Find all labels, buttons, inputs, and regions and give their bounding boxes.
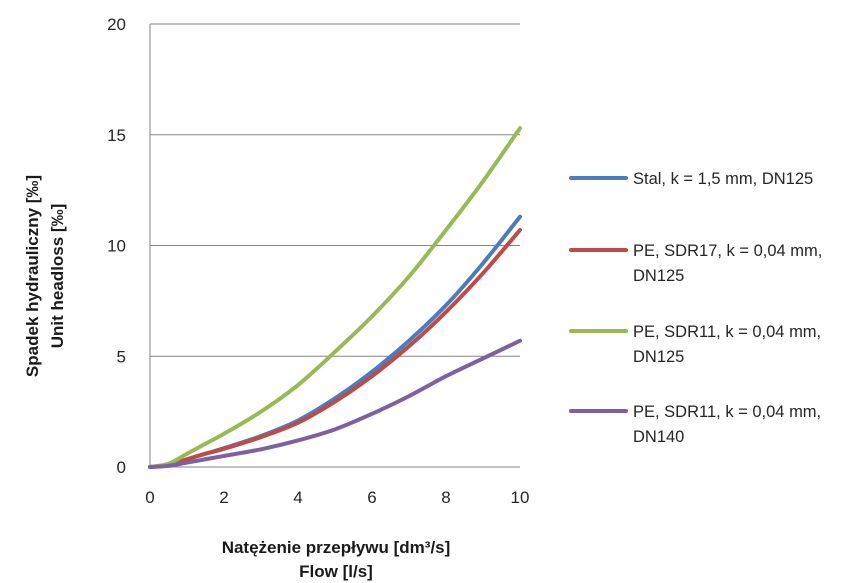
x-tick-label: 0	[145, 488, 154, 507]
x-tick-label: 10	[511, 488, 530, 507]
legend-item-4: PE, SDR11, k = 0,04 mm, DN140	[569, 403, 821, 446]
y-tick-labels: 0 5 10 15 20	[107, 15, 126, 477]
x-axis-title-line-1: Natężenie przepływu [dm³/s]	[222, 538, 451, 557]
legend-item-2: PE, SDR17, k = 0,04 mm, DN125	[569, 242, 822, 285]
series-line-4	[148, 338, 522, 469]
x-tick-label: 6	[367, 488, 376, 507]
legend: Stal, k = 1,5 mm, DN125 PE, SDR17, k = 0,…	[569, 170, 822, 446]
grid-lines	[150, 23, 520, 357]
legend-label: DN125	[633, 348, 684, 366]
x-tick-label: 4	[293, 488, 302, 507]
y-tick-label: 10	[107, 237, 126, 256]
legend-item-3: PE, SDR11, k = 0,04 mm, DN125	[569, 323, 821, 366]
x-tick-labels: 0 2 4 6 8 10	[145, 488, 529, 507]
legend-label: Stal, k = 1,5 mm, DN125	[633, 170, 813, 188]
y-tick-label: 15	[107, 126, 126, 145]
y-tick-label: 20	[107, 15, 126, 34]
legend-label: PE, SDR11, k = 0,04 mm,	[633, 403, 821, 421]
series-line-3	[148, 126, 522, 469]
x-axis-title-line-2: Flow [l/s]	[299, 562, 373, 581]
y-axis-title-line-1: Spadek hydrauliczny [‰]	[23, 175, 42, 377]
legend-label: PE, SDR17, k = 0,04 mm,	[633, 242, 822, 260]
series-lines	[148, 126, 522, 469]
y-tick-label: 0	[117, 458, 126, 477]
x-tick-label: 2	[219, 488, 228, 507]
y-axis-title-line-2: Unit headloss [‰]	[48, 204, 67, 349]
series-line-2	[148, 227, 522, 469]
legend-item-1: Stal, k = 1,5 mm, DN125	[569, 170, 813, 188]
legend-label: DN125	[633, 267, 684, 285]
legend-label: PE, SDR11, k = 0,04 mm,	[633, 323, 821, 341]
x-tick-label: 8	[441, 488, 450, 507]
legend-label: DN140	[633, 428, 684, 446]
y-tick-label: 5	[117, 347, 126, 366]
